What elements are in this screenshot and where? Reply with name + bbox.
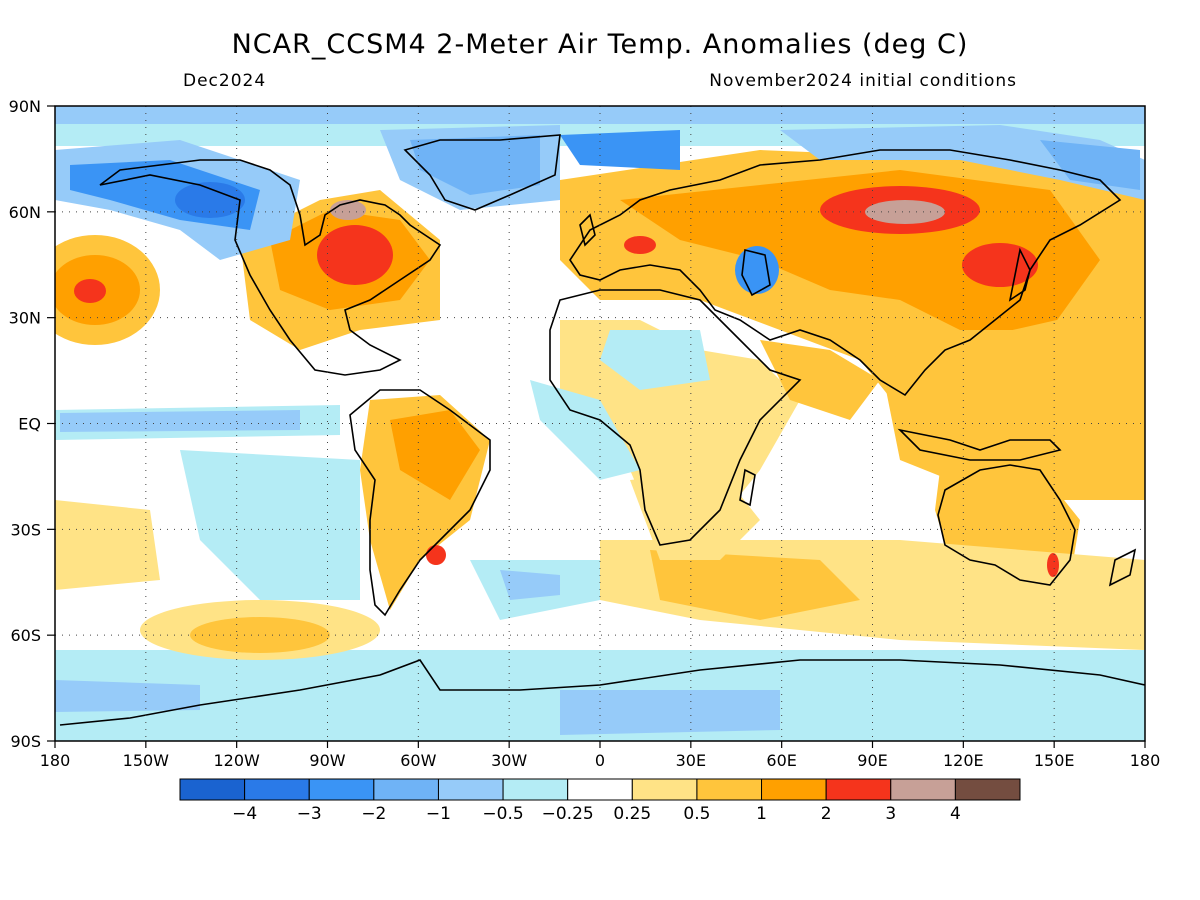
lon-tick-label: 30W bbox=[491, 751, 527, 770]
lat-tick-label: 60S bbox=[10, 626, 41, 645]
colorbar-label: −3 bbox=[297, 804, 322, 824]
lat-tick-label: 30N bbox=[9, 309, 41, 328]
coastlines bbox=[59, 134, 1145, 726]
colorbar-label: 0.25 bbox=[613, 804, 651, 824]
colorbar-labels: −4 −3 −2 −1 −0.5 −0.25 0.25 0.5 1 2 3 4 bbox=[232, 804, 961, 824]
anomaly-map bbox=[55, 106, 1145, 741]
longitude-labels: 180 150W 120W 90W 60W 30W 0 30E 60E 90E 120E 150E 18… bbox=[40, 741, 1161, 770]
colorbar-label: 3 bbox=[885, 804, 896, 824]
lon-tick-label: 180 bbox=[40, 751, 71, 770]
lat-tick-label: 90S bbox=[10, 732, 41, 751]
colorbar-swatch bbox=[179, 778, 246, 801]
colorbar-swatch bbox=[761, 778, 827, 801]
colorbar-swatch bbox=[437, 778, 504, 801]
colorbar-label: −4 bbox=[232, 804, 257, 824]
colorbar bbox=[179, 778, 1021, 801]
hot-anomalies bbox=[74, 186, 1059, 577]
lon-tick-label: 60E bbox=[766, 751, 796, 770]
lat-tick-label: EQ bbox=[18, 415, 41, 434]
colorbar-label: −0.5 bbox=[482, 804, 523, 824]
lon-tick-label: 60W bbox=[400, 751, 436, 770]
lat-tick-label: 90N bbox=[9, 97, 41, 116]
colorbar-swatch bbox=[696, 778, 763, 801]
colorbar-swatch bbox=[373, 778, 439, 801]
colorbar-label: −2 bbox=[361, 804, 386, 824]
lon-tick-label: 180 bbox=[1130, 751, 1161, 770]
colorbar-label: 2 bbox=[821, 804, 832, 824]
colorbar-swatch bbox=[954, 778, 1021, 801]
colorbar-label: −1 bbox=[426, 804, 451, 824]
lat-tick-label: 30S bbox=[10, 520, 41, 539]
colorbar-swatch bbox=[308, 778, 375, 801]
warm-anomalies bbox=[55, 150, 1145, 660]
lon-tick-label: 150E bbox=[1034, 751, 1075, 770]
colorbar-label: 0.5 bbox=[683, 804, 710, 824]
lat-tick-label: 60N bbox=[9, 203, 41, 222]
colorbar-label: 4 bbox=[950, 804, 961, 824]
lon-tick-label: 0 bbox=[595, 751, 605, 770]
colorbar-swatch bbox=[567, 778, 633, 801]
lead-month-label: Dec2024 bbox=[183, 71, 266, 91]
lon-tick-label: 120E bbox=[943, 751, 984, 770]
colorbar-swatch bbox=[631, 778, 698, 801]
colorbar-label: 1 bbox=[756, 804, 767, 824]
colorbar-swatch bbox=[244, 778, 310, 801]
latitude-labels: 90N 60N 30N EQ 30S 60S 90S bbox=[9, 97, 55, 751]
cool-anomalies bbox=[55, 125, 1145, 735]
lon-tick-label: 120W bbox=[213, 751, 260, 770]
init-conditions-label: November2024 initial conditions bbox=[709, 71, 1017, 91]
lon-tick-label: 30E bbox=[676, 751, 706, 770]
colorbar-label: −0.25 bbox=[542, 804, 594, 824]
lon-tick-label: 150W bbox=[123, 751, 170, 770]
lon-tick-label: 90E bbox=[857, 751, 887, 770]
colorbar-swatch bbox=[890, 778, 956, 801]
colorbar-swatch bbox=[502, 778, 569, 801]
map-title: NCAR_CCSM4 2-Meter Air Temp. Anomalies (… bbox=[232, 29, 969, 60]
colorbar-swatch bbox=[825, 778, 892, 801]
graticule bbox=[55, 106, 1145, 741]
lon-tick-label: 90W bbox=[309, 751, 345, 770]
